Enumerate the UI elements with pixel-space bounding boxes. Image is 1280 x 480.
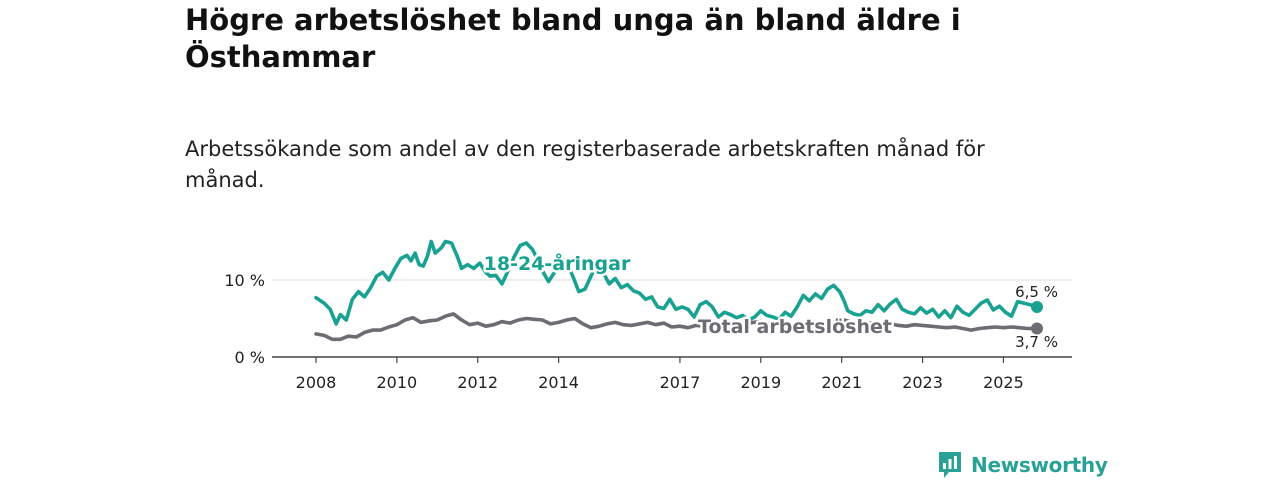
series-label-total: Total arbetslöshet xyxy=(698,316,892,338)
x-tick-label: 2017 xyxy=(660,373,701,392)
x-tick-label: 2012 xyxy=(457,373,498,392)
x-tick-label: 2010 xyxy=(377,373,418,392)
x-tick-label: 2021 xyxy=(821,373,862,392)
series-label-youth: 18-24-åringar xyxy=(484,251,631,275)
x-tick-label: 2008 xyxy=(296,373,337,392)
series-lines xyxy=(314,239,1043,342)
end-point-youth xyxy=(1031,300,1043,313)
y-tick-label: 10 % xyxy=(224,271,265,290)
bar-chart-logo-icon xyxy=(939,452,961,478)
series-line-youth xyxy=(314,239,1039,326)
chart-subtitle: Arbetssökande som andel av den registerb… xyxy=(185,137,985,192)
newsworthy-logo: Newsworthy xyxy=(937,450,1108,480)
axis-ticks: 0 % 10 % 2008 2010 2012 2014 2017 2019 2021 2023 2… xyxy=(224,271,1023,392)
brand-name: Newsworthy xyxy=(971,453,1108,477)
series-line-total xyxy=(314,312,1039,342)
end-point-total xyxy=(1031,322,1043,335)
x-tick-label: 2023 xyxy=(902,373,943,392)
x-tick-label: 2019 xyxy=(740,373,781,392)
end-value-total: 3,7 % xyxy=(1015,333,1058,351)
x-tick-label: 2014 xyxy=(538,373,579,392)
x-tick-label: 2025 xyxy=(983,373,1024,392)
series-labels: 18-24-åringar Total arbetslöshet 6,5 % 3… xyxy=(481,249,1058,352)
chart-title: Högre arbetslöshet bland unga än bland ä… xyxy=(185,3,961,74)
y-tick-label: 0 % xyxy=(235,348,265,367)
gridlines xyxy=(272,279,1072,358)
end-value-youth: 6,5 % xyxy=(1015,283,1058,301)
